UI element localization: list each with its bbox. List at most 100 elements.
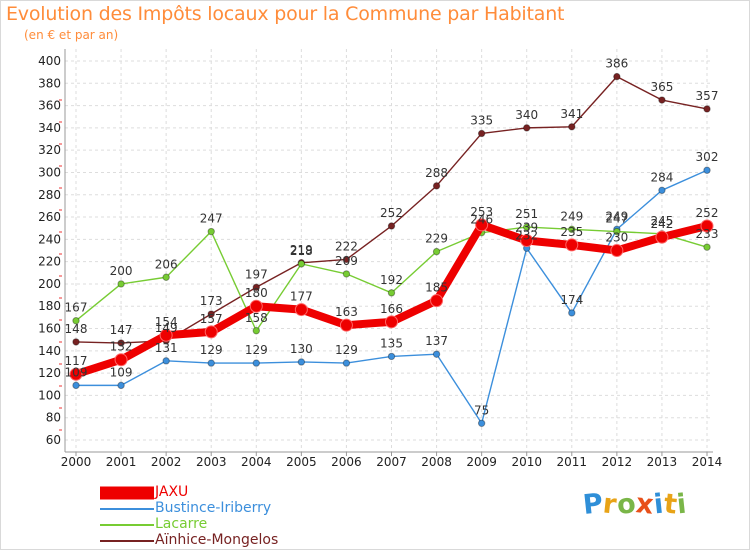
- data-label: 130: [290, 342, 313, 356]
- y-tick-label: 380: [38, 76, 61, 90]
- data-label: 147: [110, 323, 133, 337]
- legend-label: Bustince-Iriberry: [155, 500, 272, 516]
- y-tick-label: 360: [38, 99, 61, 113]
- data-label: 197: [245, 267, 268, 281]
- proxiti-logo: Proxiti: [581, 488, 689, 521]
- data-point: [387, 222, 396, 230]
- y-tick-label: 320: [38, 143, 61, 157]
- data-label: 132: [110, 340, 133, 354]
- data-label: 129: [335, 343, 358, 357]
- data-point: [700, 219, 714, 233]
- data-point: [658, 186, 666, 195]
- data-point: [69, 367, 83, 381]
- chart-subtitle: (en € et par an): [24, 28, 119, 42]
- data-point: [658, 96, 666, 104]
- data-label: 149: [155, 321, 178, 335]
- data-label: 222: [335, 239, 358, 253]
- y-tick-label: 60: [46, 433, 61, 447]
- data-point: [342, 270, 351, 278]
- data-point: [477, 419, 486, 427]
- data-point: [703, 243, 711, 251]
- data-point: [568, 225, 576, 234]
- x-tick-label: 2014: [692, 455, 723, 469]
- data-label: 167: [65, 301, 88, 315]
- legend-swatch: [100, 533, 154, 549]
- x-tick-label: 2006: [331, 455, 362, 469]
- data-label: 247: [200, 212, 223, 226]
- data-label: 249: [560, 209, 583, 223]
- data-label: 129: [200, 343, 223, 357]
- x-tick-label: 2003: [196, 455, 227, 469]
- data-point: [294, 303, 308, 317]
- data-point: [523, 223, 531, 231]
- data-point: [207, 359, 215, 367]
- data-point: [114, 353, 128, 367]
- data-point: [565, 238, 579, 252]
- data-label: 157: [200, 312, 223, 326]
- data-label: 252: [380, 206, 403, 220]
- data-label: 177: [290, 290, 313, 304]
- data-label: 242: [650, 217, 673, 231]
- data-point: [568, 123, 576, 131]
- data-label: 365: [650, 80, 673, 94]
- data-label: 288: [425, 166, 448, 180]
- data-point: [204, 325, 218, 339]
- data-point: [159, 328, 173, 342]
- data-point: [207, 310, 215, 318]
- data-label: 137: [425, 334, 448, 348]
- data-point: [477, 129, 486, 138]
- y-tick-label: 220: [38, 255, 61, 269]
- legend-swatch: [100, 501, 154, 517]
- data-point: [613, 72, 621, 81]
- data-point: [703, 105, 711, 113]
- data-point: [249, 299, 263, 313]
- data-point: [432, 350, 441, 358]
- data-label: 245: [650, 214, 673, 228]
- data-point: [117, 280, 125, 288]
- data-point: [162, 273, 170, 281]
- y-tick-label: 340: [38, 121, 61, 135]
- x-tick-label: 2010: [511, 455, 542, 469]
- series-layer: [69, 72, 714, 427]
- data-label: 209: [335, 254, 358, 268]
- y-tick-label: 80: [46, 411, 61, 425]
- data-label: 232: [515, 228, 538, 242]
- data-label: 135: [380, 336, 403, 350]
- data-label: 249: [605, 209, 628, 223]
- data-label: 239: [515, 220, 538, 234]
- y-tick-label: 160: [38, 322, 61, 336]
- data-point: [520, 233, 534, 247]
- data-label: 158: [245, 311, 268, 325]
- y-tick-label: 200: [38, 277, 61, 291]
- x-tick-label: 2002: [151, 455, 182, 469]
- data-label: 284: [650, 170, 673, 184]
- data-label: 154: [155, 315, 178, 329]
- data-point: [432, 247, 441, 256]
- data-point: [297, 260, 306, 268]
- data-point: [342, 359, 351, 367]
- data-point: [162, 357, 170, 365]
- legend-label: JAXU: [155, 484, 189, 500]
- data-label: 200: [110, 264, 133, 278]
- y-tick-label: 180: [38, 299, 61, 313]
- x-tick-label: 2013: [647, 455, 678, 469]
- data-label: 251: [515, 207, 538, 221]
- logo-letter: i: [675, 488, 689, 521]
- data-label: 246: [470, 213, 493, 227]
- x-tick-label: 2011: [557, 455, 588, 469]
- data-label: 148: [65, 322, 88, 336]
- x-tick-label: 2004: [241, 455, 272, 469]
- data-point: [72, 381, 80, 390]
- data-point: [703, 166, 711, 174]
- legend-swatch: [100, 517, 154, 533]
- data-label: 340: [515, 108, 538, 122]
- data-label: 335: [470, 113, 493, 127]
- data-point: [72, 317, 80, 325]
- x-tick-label: 2008: [421, 455, 452, 469]
- data-label-layer: 148 147 149 173 197 219 222 252 288 335 340 341 386 3…: [65, 57, 719, 418]
- data-label: 229: [425, 232, 448, 246]
- data-label: 386: [605, 57, 628, 71]
- y-tick-label: 260: [38, 210, 61, 224]
- data-point: [523, 124, 531, 132]
